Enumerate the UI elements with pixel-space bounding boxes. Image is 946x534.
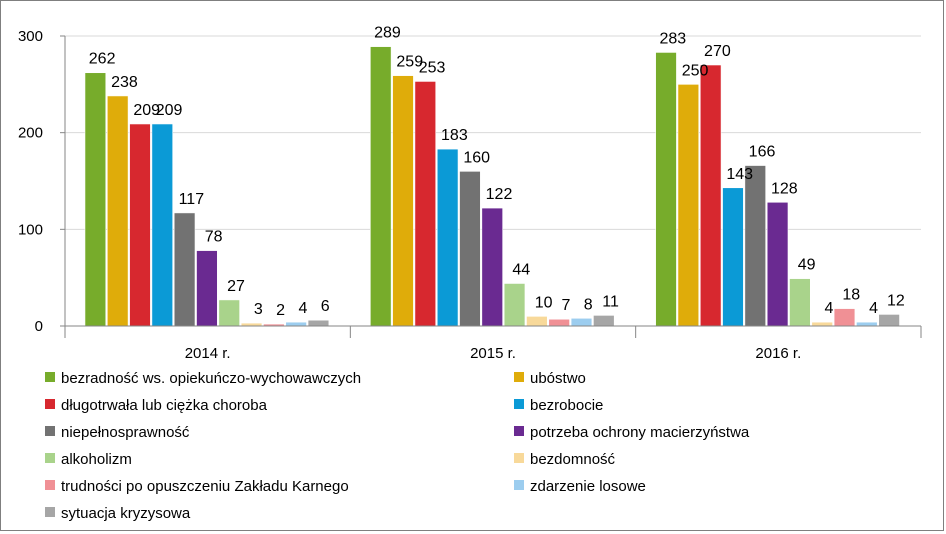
data-label: 3 [254, 301, 263, 318]
bar [833, 308, 856, 327]
data-label: 4 [298, 300, 307, 317]
bar [744, 165, 766, 327]
data-label: 259 [396, 54, 423, 71]
bar [593, 315, 615, 327]
bar [856, 321, 878, 327]
data-label: 122 [486, 186, 513, 203]
legend-label: trudności po opuszczeniu Zakładu Karnego [61, 478, 349, 495]
data-label: 10 [535, 294, 553, 311]
bar [151, 123, 174, 327]
x-tick-label: 2014 r. [185, 345, 231, 362]
bar [285, 321, 307, 327]
bar [526, 316, 548, 327]
legend-label: potrzeba ochrony macierzyństwa [530, 424, 750, 441]
legend-label: sytuacja kryzysowa [61, 505, 191, 522]
data-label: 166 [749, 144, 776, 161]
y-tick-label: 0 [35, 318, 43, 335]
data-label: 289 [374, 25, 401, 42]
data-label: 27 [227, 278, 245, 295]
data-label: 183 [441, 127, 468, 144]
data-label: 11 [602, 293, 619, 310]
x-tick-label: 2015 r. [470, 345, 516, 362]
bar [878, 314, 900, 327]
data-label: 160 [463, 149, 490, 166]
bar [392, 75, 414, 327]
legend-swatch [45, 399, 55, 409]
bar [459, 171, 481, 327]
bar [811, 321, 833, 327]
legend-swatch [514, 372, 524, 382]
data-label: 270 [704, 43, 731, 60]
bar [196, 250, 218, 327]
data-label: 143 [726, 166, 753, 183]
data-label: 6 [321, 298, 330, 315]
data-label: 250 [682, 62, 709, 79]
bar [722, 187, 744, 327]
legend-swatch [45, 507, 55, 517]
bar [218, 299, 240, 327]
legend-label: bezdomność [530, 451, 616, 468]
data-label: 7 [561, 297, 570, 314]
data-label: 18 [842, 287, 860, 304]
data-label: 2 [276, 302, 285, 319]
bar [436, 148, 459, 327]
data-label: 8 [584, 296, 593, 313]
bar [548, 318, 570, 327]
bar [84, 72, 107, 327]
legend-swatch [45, 480, 55, 490]
bar [106, 95, 129, 327]
bar [481, 207, 503, 327]
legend-label: długotrwała lub ciężka choroba [61, 397, 268, 414]
data-label: 44 [512, 261, 530, 278]
bars [84, 46, 900, 327]
data-label: 253 [419, 59, 446, 76]
legend-label: ubóstwo [530, 370, 586, 387]
data-label: 262 [89, 51, 116, 68]
legend-swatch [514, 453, 524, 463]
legend-label: niepełnosprawność [61, 424, 190, 441]
legend-swatch [514, 426, 524, 436]
bar [766, 201, 789, 327]
data-label: 209 [133, 102, 160, 119]
data-label: 4 [824, 300, 833, 317]
data-label: 283 [659, 30, 686, 47]
legend-swatch [45, 453, 55, 463]
data-label: 12 [887, 292, 905, 309]
legend-swatch [514, 480, 524, 490]
data-label: 128 [771, 180, 798, 197]
bar [414, 81, 437, 327]
data-label: 209 [156, 102, 183, 119]
legend-label: bezradność ws. opiekuńczo-wychowawczych [61, 370, 361, 387]
bar [699, 64, 722, 327]
data-label: 4 [869, 300, 878, 317]
bar [677, 84, 700, 327]
legend-label: alkoholizm [61, 451, 132, 468]
axes: 0 100 200 300 2014 r. 2015 r. 2016 r. [18, 28, 922, 362]
y-tick-label: 300 [18, 28, 43, 45]
bar [789, 278, 811, 327]
bar [655, 52, 677, 327]
legend-label: bezrobocie [530, 397, 603, 414]
legend-label: zdarzenie losowe [530, 478, 646, 495]
legend: bezradność ws. opiekuńczo-wychowawczych u… [45, 370, 750, 522]
bar [129, 123, 151, 327]
legend-swatch [45, 372, 55, 382]
bar [370, 46, 392, 327]
data-label: 117 [179, 191, 205, 208]
data-label: 78 [205, 229, 223, 246]
data-label: 49 [798, 257, 816, 274]
y-tick-label: 100 [18, 221, 43, 238]
bar [173, 212, 196, 327]
bar [570, 317, 593, 327]
bar [307, 319, 330, 327]
x-tick-label: 2016 r. [755, 345, 801, 362]
legend-swatch [514, 399, 524, 409]
legend-swatch [45, 426, 55, 436]
y-tick-label: 200 [18, 125, 43, 142]
bar [503, 283, 526, 327]
data-label: 238 [111, 74, 138, 91]
